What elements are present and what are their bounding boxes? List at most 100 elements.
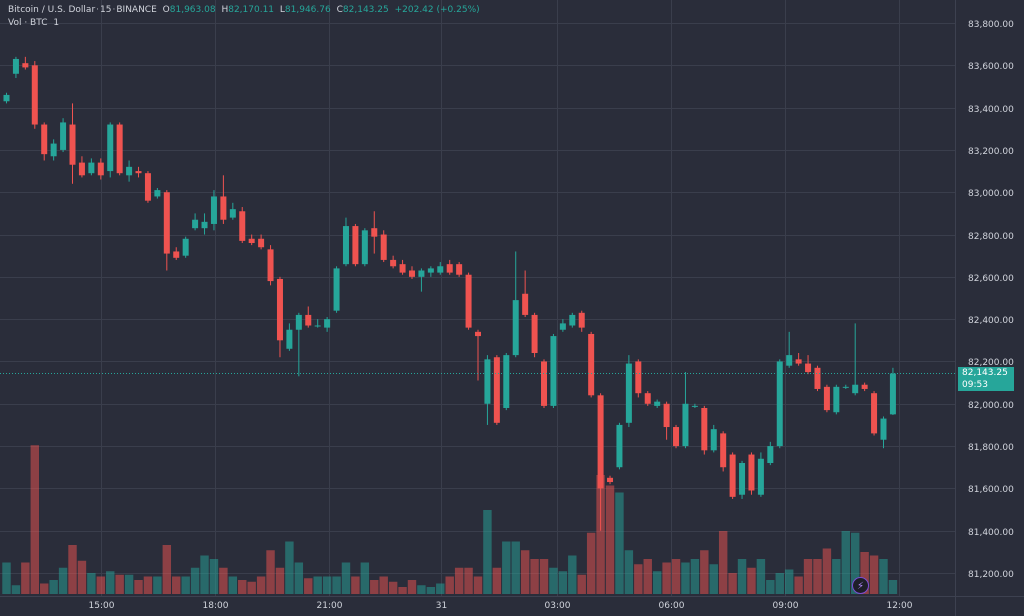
bar-countdown: 09:53 [962, 380, 988, 390]
volume-bar [219, 567, 228, 594]
last-price: 82,143.25 [962, 368, 1008, 378]
volume-bar [30, 445, 40, 594]
volume-bar [2, 562, 11, 594]
volume-bar [266, 550, 275, 594]
volume-bar [351, 576, 360, 594]
candle-body [258, 238, 265, 248]
volume-bar [247, 581, 256, 594]
candle-body [41, 124, 48, 155]
volume-bar [370, 580, 379, 594]
volume-bar [49, 580, 58, 594]
volume-bar [784, 569, 794, 594]
candle-body [192, 219, 199, 229]
candle-body [427, 268, 434, 273]
candle-body [3, 94, 10, 102]
volume-bar [11, 585, 21, 594]
candle-body [569, 314, 576, 326]
candle-body [456, 264, 463, 275]
volume-bar [445, 576, 454, 594]
x-tick-label: 03:00 [545, 601, 571, 611]
volume-bar [850, 532, 860, 594]
volume-bar [426, 587, 436, 594]
y-tick-label: 81,600.00 [968, 485, 1014, 495]
candle-body [135, 171, 142, 174]
interval[interactable]: 15 [100, 5, 112, 15]
candle-body [12, 58, 19, 74]
volume-bar [652, 571, 662, 594]
volume-bar [860, 552, 869, 594]
volume-bar [822, 548, 832, 594]
candle-body [78, 162, 85, 176]
candle-body [597, 395, 604, 489]
candle-body [767, 446, 774, 463]
candle-body [418, 270, 425, 277]
volume-bar [775, 573, 784, 594]
candle-body [550, 336, 557, 406]
volume-bar [332, 576, 341, 594]
volume-bar [143, 576, 153, 594]
y-tick-label: 83,200.00 [968, 147, 1014, 157]
volume-bar [275, 567, 285, 594]
candle-body [559, 323, 566, 330]
symbol-name[interactable]: Bitcoin / U.S. Dollar [8, 5, 96, 15]
x-tick-label: 12:00 [887, 601, 913, 611]
candle-body [437, 266, 444, 273]
candle-body [182, 238, 189, 256]
candle-body [465, 274, 472, 328]
candle-body [276, 278, 283, 341]
candle-body [757, 458, 764, 495]
exchange: BINANCE [116, 5, 157, 15]
candle-body [267, 249, 274, 282]
volume-bar [568, 555, 577, 594]
volume-bar [586, 532, 596, 594]
candle-body [88, 162, 95, 174]
volume-bar [96, 576, 106, 594]
volume-bar [766, 580, 775, 594]
volume-bar [634, 564, 643, 594]
candle-body [50, 143, 57, 157]
candle-body [60, 122, 67, 150]
candle-body [163, 192, 170, 254]
volume-bar [879, 559, 888, 594]
candle-body [446, 264, 453, 273]
y-tick-label: 82,600.00 [968, 274, 1014, 284]
candle-body [352, 226, 359, 265]
candle-body [852, 384, 859, 394]
candle-body [871, 393, 878, 434]
candle-body [126, 166, 133, 176]
candle-body [201, 221, 208, 229]
volume-bar [124, 574, 134, 594]
candle-body [229, 209, 236, 218]
candle-body [701, 408, 708, 451]
candle-body [97, 162, 104, 176]
volume-bar [483, 510, 492, 594]
candle-body [691, 405, 698, 407]
lightning-icon[interactable]: ⚡ [852, 577, 869, 594]
candle-body [842, 386, 849, 388]
volume-bar [709, 564, 718, 594]
volume-bar [106, 571, 115, 594]
candle-body [776, 361, 783, 447]
volume-bar [747, 567, 756, 594]
y-tick-label: 82,000.00 [968, 401, 1014, 411]
candle-body [541, 361, 548, 406]
volume-bar [615, 492, 624, 594]
volume-bar [417, 585, 426, 594]
candle-body [880, 418, 887, 440]
candle-body [663, 403, 670, 428]
x-tick-label: 18:00 [203, 601, 229, 611]
candle-body [739, 463, 746, 495]
close-value: 82,143.25 [342, 5, 389, 15]
candle-body [380, 234, 387, 260]
volume-bar [360, 562, 370, 594]
volume-bar [407, 580, 417, 594]
candle-body [475, 331, 481, 337]
volume-bar [549, 567, 558, 594]
volume-bar [77, 560, 87, 594]
volume-bar [294, 562, 304, 594]
volume-bar [502, 541, 511, 594]
volume-bar [728, 573, 737, 594]
candle-body [295, 314, 302, 330]
volume-label[interactable]: Vol · BTC [8, 18, 48, 28]
